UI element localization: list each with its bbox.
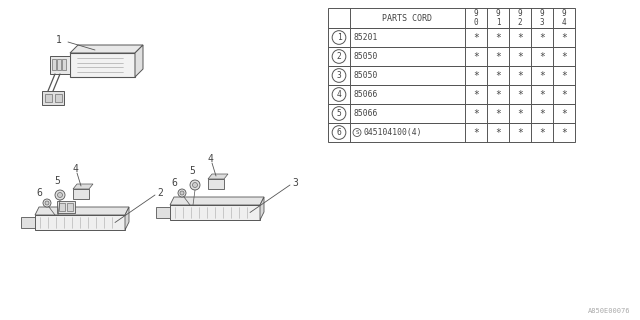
Bar	[55, 94, 62, 102]
Text: *: *	[473, 52, 479, 61]
Bar	[62, 59, 66, 70]
Text: S: S	[355, 130, 359, 135]
Text: 85201: 85201	[353, 33, 378, 42]
Circle shape	[45, 201, 49, 205]
Text: 2: 2	[337, 52, 341, 61]
Text: *: *	[517, 127, 523, 138]
Text: *: *	[539, 127, 545, 138]
Text: *: *	[561, 33, 567, 43]
Polygon shape	[70, 45, 143, 53]
Bar	[45, 94, 52, 102]
Text: 3: 3	[292, 178, 298, 188]
Polygon shape	[135, 45, 143, 77]
Polygon shape	[208, 174, 228, 179]
Text: 5: 5	[337, 109, 341, 118]
Bar	[328, 28, 575, 47]
Text: 85050: 85050	[353, 52, 378, 61]
Text: *: *	[473, 90, 479, 100]
Text: *: *	[539, 70, 545, 81]
Text: *: *	[517, 33, 523, 43]
Circle shape	[190, 180, 200, 190]
Polygon shape	[73, 184, 93, 189]
Text: *: *	[495, 90, 501, 100]
Circle shape	[58, 193, 63, 197]
Circle shape	[43, 199, 51, 207]
Text: 9
2: 9 2	[518, 9, 522, 27]
Bar	[328, 85, 575, 104]
Text: *: *	[517, 108, 523, 118]
Bar	[156, 207, 170, 218]
Text: 6: 6	[171, 178, 177, 188]
Bar	[67, 203, 73, 211]
Text: 85050: 85050	[353, 71, 378, 80]
Text: *: *	[473, 33, 479, 43]
Text: *: *	[561, 90, 567, 100]
Text: 4: 4	[72, 164, 78, 174]
Text: 6: 6	[36, 188, 42, 198]
Text: 4: 4	[337, 90, 341, 99]
Bar	[35, 215, 125, 230]
Text: *: *	[561, 52, 567, 61]
Text: *: *	[561, 127, 567, 138]
Text: *: *	[539, 33, 545, 43]
Polygon shape	[170, 197, 264, 205]
Text: *: *	[495, 33, 501, 43]
Bar	[57, 59, 61, 70]
Circle shape	[193, 182, 198, 188]
Bar	[170, 205, 260, 220]
Text: *: *	[517, 52, 523, 61]
Bar	[328, 47, 575, 66]
Text: *: *	[561, 70, 567, 81]
Text: *: *	[517, 70, 523, 81]
Bar	[42, 91, 64, 105]
Text: *: *	[495, 52, 501, 61]
Bar	[328, 123, 575, 142]
Text: 6: 6	[337, 128, 341, 137]
Text: 9
3: 9 3	[540, 9, 544, 27]
Bar	[328, 66, 575, 85]
Text: PARTS CORD: PARTS CORD	[383, 13, 433, 22]
Bar	[70, 53, 135, 77]
Polygon shape	[35, 207, 129, 215]
Bar	[208, 179, 224, 189]
Text: 85066: 85066	[353, 109, 378, 118]
Text: *: *	[495, 127, 501, 138]
Text: 4: 4	[207, 154, 213, 164]
Text: *: *	[495, 70, 501, 81]
Text: *: *	[495, 108, 501, 118]
Text: 9
0: 9 0	[474, 9, 478, 27]
Text: 5: 5	[189, 166, 195, 176]
Text: *: *	[517, 90, 523, 100]
Text: *: *	[473, 127, 479, 138]
Bar	[59, 203, 65, 211]
Bar	[57, 201, 75, 213]
Bar	[52, 59, 56, 70]
Text: 2: 2	[157, 188, 163, 198]
Text: *: *	[473, 108, 479, 118]
Polygon shape	[260, 197, 264, 220]
Text: 3: 3	[337, 71, 341, 80]
Text: 1: 1	[56, 35, 62, 45]
Text: 1: 1	[337, 33, 341, 42]
Circle shape	[178, 189, 186, 197]
Text: *: *	[561, 108, 567, 118]
Circle shape	[180, 191, 184, 195]
Bar	[21, 217, 35, 228]
Text: *: *	[539, 90, 545, 100]
Text: *: *	[473, 70, 479, 81]
Polygon shape	[125, 207, 129, 230]
Text: *: *	[539, 52, 545, 61]
Circle shape	[55, 190, 65, 200]
Text: 045104100(4): 045104100(4)	[363, 128, 422, 137]
Text: 85066: 85066	[353, 90, 378, 99]
Bar	[328, 8, 575, 28]
Bar	[328, 104, 575, 123]
Text: A850E00076: A850E00076	[588, 308, 630, 314]
Bar	[50, 56, 70, 74]
Text: 9
1: 9 1	[496, 9, 500, 27]
Text: 5: 5	[54, 176, 60, 186]
Text: *: *	[539, 108, 545, 118]
Bar	[73, 189, 89, 199]
Text: 9
4: 9 4	[562, 9, 566, 27]
